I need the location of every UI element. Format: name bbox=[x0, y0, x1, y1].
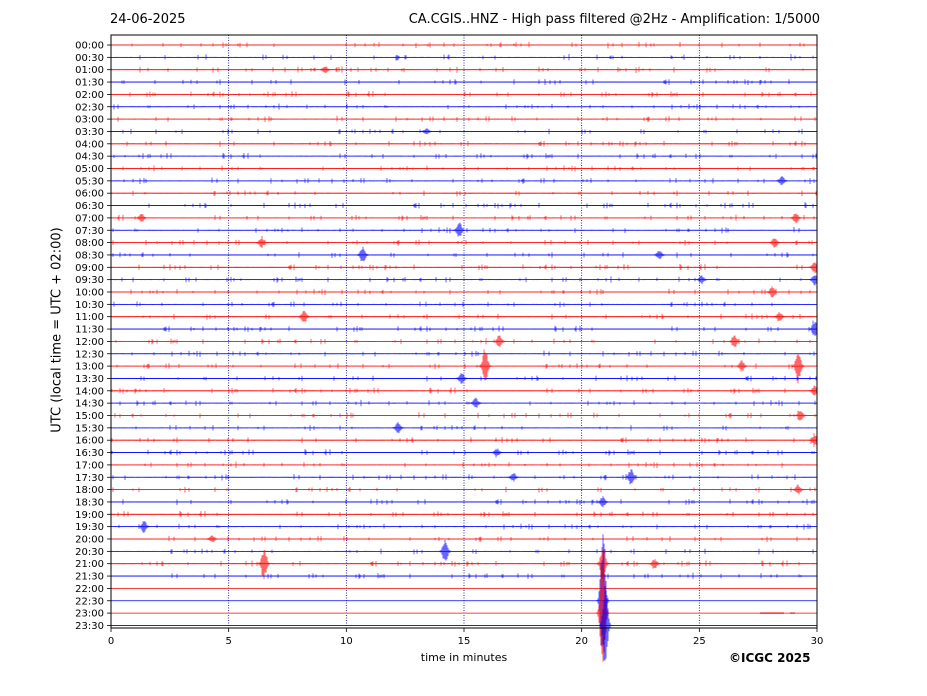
trace-0830 bbox=[111, 246, 817, 262]
y-tick-label: 10:00 bbox=[75, 288, 104, 299]
y-tick-label: 05:00 bbox=[75, 164, 104, 175]
y-tick-label: 17:30 bbox=[75, 473, 104, 484]
x-tick-label: 25 bbox=[693, 636, 706, 647]
y-tick-label: 07:00 bbox=[75, 213, 104, 224]
y-tick-label: 09:00 bbox=[75, 263, 104, 274]
y-tick-label: 21:30 bbox=[75, 572, 104, 583]
y-tick-label: 01:00 bbox=[75, 65, 104, 76]
y-tick-label: 13:30 bbox=[75, 374, 104, 385]
y-tick-label: 22:30 bbox=[75, 596, 104, 607]
y-tick-label: 00:00 bbox=[75, 41, 104, 52]
y-tick-label: 18:30 bbox=[75, 497, 104, 508]
y-tick-label: 05:30 bbox=[75, 176, 104, 187]
y-tick-label: 14:00 bbox=[75, 386, 104, 397]
y-tick-label: 11:30 bbox=[75, 325, 104, 336]
y-tick-label: 12:30 bbox=[75, 349, 104, 360]
x-tick-label: 0 bbox=[108, 636, 114, 647]
y-tick-label: 15:00 bbox=[75, 411, 104, 422]
y-tick-label: 03:30 bbox=[75, 127, 104, 138]
y-tick-label: 11:00 bbox=[75, 312, 104, 323]
trace-0730 bbox=[111, 222, 817, 237]
y-axis-label: UTC (local time = UTC + 02:00) bbox=[49, 227, 65, 433]
y-tick-label: 16:30 bbox=[75, 448, 104, 459]
y-tick-label: 19:30 bbox=[75, 522, 104, 533]
x-tick-label: 30 bbox=[811, 636, 824, 647]
x-tick-label: 10 bbox=[340, 636, 353, 647]
copyright-label: ©ICGC 2025 bbox=[729, 651, 811, 665]
y-tick-label: 20:30 bbox=[75, 547, 104, 558]
y-tick-label: 02:00 bbox=[75, 90, 104, 101]
traces bbox=[111, 41, 817, 662]
y-tick-label: 10:30 bbox=[75, 300, 104, 311]
y-tick-label: 13:00 bbox=[75, 362, 104, 373]
y-tick-label: 19:00 bbox=[75, 510, 104, 521]
y-tick-label: 01:30 bbox=[75, 78, 104, 89]
y-tick-label: 02:30 bbox=[75, 102, 104, 113]
y-tick-label: 18:00 bbox=[75, 485, 104, 496]
x-tick-label: 15 bbox=[458, 636, 471, 647]
y-tick-label: 23:00 bbox=[75, 609, 104, 620]
y-tick-label: 08:00 bbox=[75, 238, 104, 249]
y-tick-label: 00:30 bbox=[75, 53, 104, 64]
y-tick-label: 12:00 bbox=[75, 337, 104, 348]
chart-title: CA.CGIS..HNZ - High pass filtered @2Hz -… bbox=[408, 12, 820, 27]
x-tick-label: 5 bbox=[225, 636, 231, 647]
y-tick-label: 21:00 bbox=[75, 559, 104, 570]
y-tick-label: 04:30 bbox=[75, 152, 104, 163]
y-tick-label: 06:00 bbox=[75, 189, 104, 200]
y-tick-label: 20:00 bbox=[75, 535, 104, 546]
y-tick-label: 09:30 bbox=[75, 275, 104, 286]
y-tick-label: 08:30 bbox=[75, 250, 104, 261]
x-tick-label: 20 bbox=[575, 636, 588, 647]
y-tick-label: 22:00 bbox=[75, 584, 104, 595]
y-tick-label: 04:00 bbox=[75, 139, 104, 150]
y-tick-label: 15:30 bbox=[75, 423, 104, 434]
y-tick-label: 14:30 bbox=[75, 399, 104, 410]
date-label: 24-06-2025 bbox=[110, 12, 186, 27]
x-axis-label: time in minutes bbox=[420, 651, 508, 664]
y-tick-label: 06:30 bbox=[75, 201, 104, 212]
y-tick-label: 07:30 bbox=[75, 226, 104, 237]
y-tick-label: 17:00 bbox=[75, 460, 104, 471]
y-tick-label: 23:30 bbox=[75, 621, 104, 632]
y-tick-label: 03:00 bbox=[75, 115, 104, 126]
y-tick-label: 16:00 bbox=[75, 436, 104, 447]
